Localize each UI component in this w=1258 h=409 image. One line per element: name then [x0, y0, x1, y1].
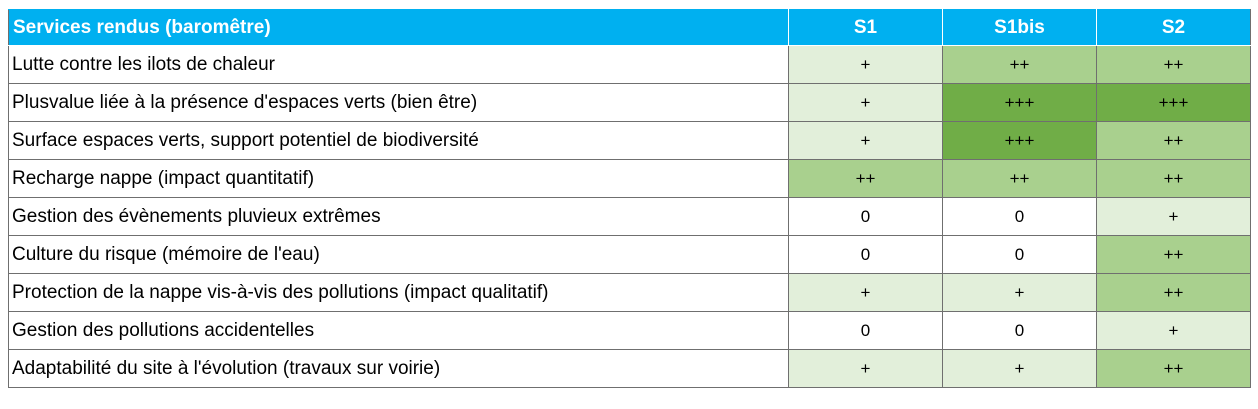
table-row: Plusvalue liée à la présence d'espaces v…: [8, 83, 1251, 122]
cell-s2: ++: [1096, 349, 1251, 388]
services-table-container: Services rendus (baromêtre) S1 S1bis S2 …: [8, 9, 1251, 388]
row-label: Surface espaces verts, support potentiel…: [8, 121, 789, 160]
cell-s1: +: [788, 45, 943, 84]
cell-s1bis: 0: [942, 235, 1097, 274]
row-label: Recharge nappe (impact quantitatif): [8, 159, 789, 198]
row-label: Gestion des pollutions accidentelles: [8, 311, 789, 350]
cell-s1: 0: [788, 235, 943, 274]
row-label: Culture du risque (mémoire de l'eau): [8, 235, 789, 274]
services-table: Services rendus (baromêtre) S1 S1bis S2 …: [8, 9, 1251, 388]
row-label: Lutte contre les ilots de chaleur: [8, 45, 789, 84]
cell-s1bis: ++: [942, 45, 1097, 84]
table-row: Culture du risque (mémoire de l'eau) 0 0…: [8, 235, 1251, 274]
cell-s1bis: 0: [942, 311, 1097, 350]
table-row: Protection de la nappe vis-à-vis des pol…: [8, 273, 1251, 312]
cell-s1bis: +: [942, 273, 1097, 312]
cell-s2: ++: [1096, 121, 1251, 160]
cell-s2: +: [1096, 311, 1251, 350]
cell-s1bis: +++: [942, 83, 1097, 122]
cell-s1: 0: [788, 197, 943, 236]
header-s2: S2: [1096, 9, 1251, 46]
cell-s1bis: 0: [942, 197, 1097, 236]
cell-s2: +: [1096, 197, 1251, 236]
header-services: Services rendus (baromêtre): [8, 9, 789, 46]
cell-s1: +: [788, 349, 943, 388]
table-row: Lutte contre les ilots de chaleur + ++ +…: [8, 45, 1251, 84]
table-row: Adaptabilité du site à l'évolution (trav…: [8, 349, 1251, 388]
row-label: Gestion des évènements pluvieux extrêmes: [8, 197, 789, 236]
cell-s1: +: [788, 83, 943, 122]
cell-s1: +: [788, 121, 943, 160]
cell-s2: ++: [1096, 159, 1251, 198]
table-row: Gestion des évènements pluvieux extrêmes…: [8, 197, 1251, 236]
header-s1: S1: [788, 9, 943, 46]
cell-s2: ++: [1096, 235, 1251, 274]
cell-s1bis: +++: [942, 121, 1097, 160]
row-label: Adaptabilité du site à l'évolution (trav…: [8, 349, 789, 388]
cell-s2: +++: [1096, 83, 1251, 122]
row-label: Protection de la nappe vis-à-vis des pol…: [8, 273, 789, 312]
cell-s1bis: +: [942, 349, 1097, 388]
cell-s1: +: [788, 273, 943, 312]
table-row: Gestion des pollutions accidentelles 0 0…: [8, 311, 1251, 350]
header-s1bis: S1bis: [942, 9, 1097, 46]
table-row: Surface espaces verts, support potentiel…: [8, 121, 1251, 160]
row-label: Plusvalue liée à la présence d'espaces v…: [8, 83, 789, 122]
table-row: Recharge nappe (impact quantitatif) ++ +…: [8, 159, 1251, 198]
cell-s2: ++: [1096, 45, 1251, 84]
header-row: Services rendus (baromêtre) S1 S1bis S2: [8, 9, 1251, 46]
cell-s1bis: ++: [942, 159, 1097, 198]
cell-s1: ++: [788, 159, 943, 198]
cell-s1: 0: [788, 311, 943, 350]
cell-s2: ++: [1096, 273, 1251, 312]
